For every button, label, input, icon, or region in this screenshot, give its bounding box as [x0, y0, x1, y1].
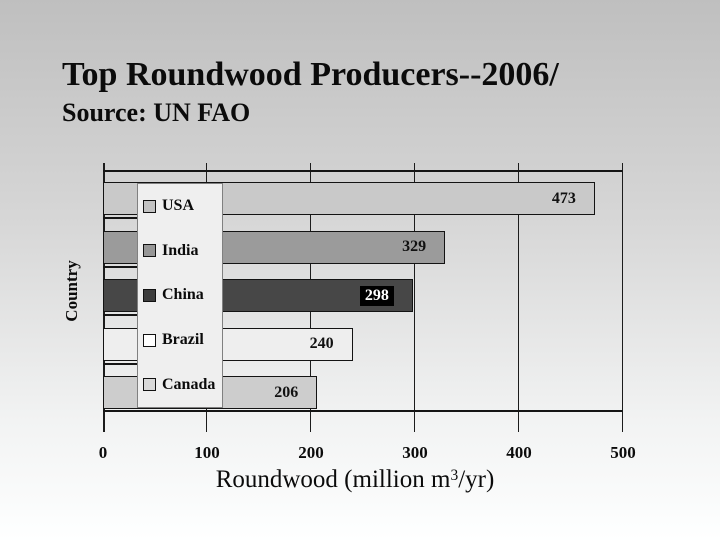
x-tick-label-300: 300 — [402, 443, 428, 462]
legend-label-usa: USA — [162, 197, 195, 215]
x-axis-title-prefix: Roundwood (million m — [215, 466, 451, 493]
x-tick-label-100: 100 — [194, 443, 220, 462]
legend-label-brazil: Brazil — [162, 331, 204, 349]
gridline-300 — [413, 163, 415, 432]
legend-entry-india: India — [138, 229, 222, 274]
legend-entry-usa: USA — [138, 184, 222, 229]
bar-value-brazil: 240 — [309, 335, 334, 353]
gridline-500 — [621, 163, 623, 432]
category-tick-1 — [103, 217, 137, 220]
plot-border-top — [103, 170, 623, 172]
category-tick-3 — [103, 314, 137, 317]
legend-entry-china: China — [138, 273, 222, 318]
category-tick-4 — [103, 362, 137, 365]
x-tick-label-0: 0 — [98, 443, 108, 462]
x-axis-title: Roundwood (million m3/yr) — [95, 466, 615, 494]
y-axis-title: Country — [62, 260, 81, 322]
legend-swatch-china — [143, 288, 156, 302]
legend-label-canada: Canada — [162, 375, 216, 393]
x-tick-label-400: 400 — [506, 443, 532, 462]
x-axis-title-superscript: 3 — [450, 467, 459, 485]
bar-value-canada: 206 — [274, 383, 299, 401]
gridline-400 — [517, 163, 519, 432]
legend-swatch-india — [143, 244, 156, 258]
legend-swatch-usa — [143, 199, 156, 213]
slide-subtitle: Source: UN FAO — [62, 98, 251, 127]
x-tick-label-200: 200 — [298, 443, 324, 462]
legend-entry-canada: Canada — [138, 362, 222, 407]
bar-value-china: 298 — [359, 285, 394, 306]
legend-swatch-canada — [143, 378, 156, 392]
x-tick-label-500: 500 — [610, 443, 636, 462]
legend: USA India China Brazil Canada — [137, 183, 223, 408]
legend-entry-brazil: Brazil — [138, 318, 222, 363]
plot-border-bottom — [103, 410, 623, 412]
legend-swatch-brazil — [143, 333, 156, 347]
legend-label-china: China — [162, 286, 204, 304]
x-axis-title-suffix: /yr) — [458, 466, 495, 493]
bar-value-usa: 473 — [551, 189, 576, 207]
category-tick-2 — [103, 265, 137, 268]
bar-value-india: 329 — [402, 238, 427, 256]
slide-title: Top Roundwood Producers--2006/ — [62, 56, 559, 93]
legend-label-india: India — [162, 241, 199, 259]
